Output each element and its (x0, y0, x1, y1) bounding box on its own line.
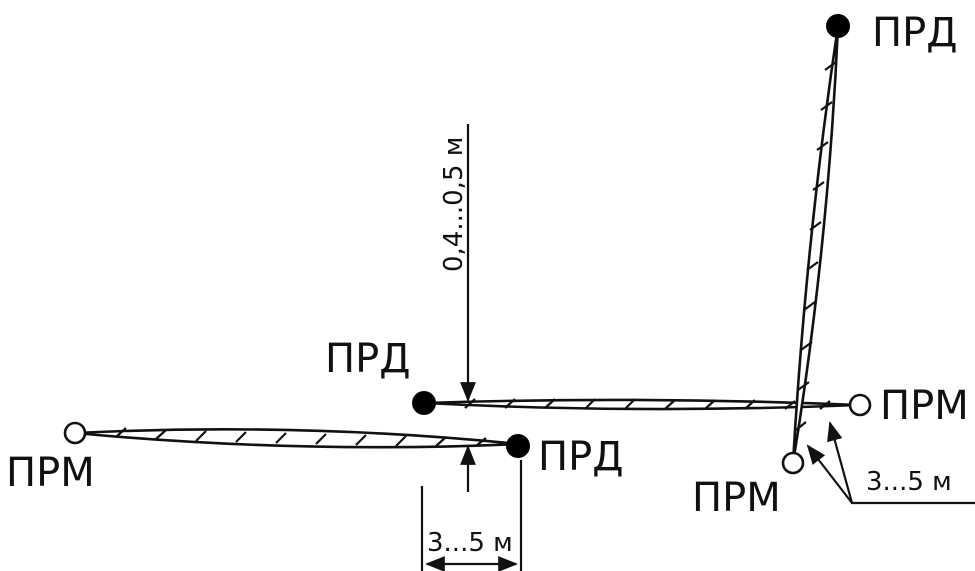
receiver-left-label: ПРМ (6, 450, 95, 496)
receiver-left-node (63, 421, 87, 445)
transmitter-top-label: ПРД (872, 10, 957, 56)
beam-vertical (791, 25, 840, 464)
beam-middle (424, 398, 859, 411)
transmitter-top-node (826, 14, 850, 38)
transmitter-middle-node (412, 391, 436, 415)
height-dimension: 0,4...0,5 м (439, 124, 476, 492)
beam-left (74, 427, 519, 449)
spacing-bottom-dimension: 3...5 м (420, 460, 523, 571)
transmitter-middle-label: ПРД (325, 336, 410, 382)
transmitter-bottom-label: ПРД (538, 434, 623, 480)
receiver-bottom-right-label: ПРМ (692, 475, 781, 521)
receiver-right-node (848, 393, 872, 417)
receiver-bottom-right-node (781, 451, 805, 475)
transmitter-bottom-node (506, 434, 530, 458)
spacing-bottom-label: 3...5 м (427, 528, 513, 558)
receiver-right-label: ПРМ (880, 383, 969, 429)
spacing-right-label: 3...5 м (866, 467, 952, 497)
spacing-right-dimension: 3...5 м (806, 421, 975, 505)
height-dimension-label: 0,4...0,5 м (439, 137, 469, 272)
